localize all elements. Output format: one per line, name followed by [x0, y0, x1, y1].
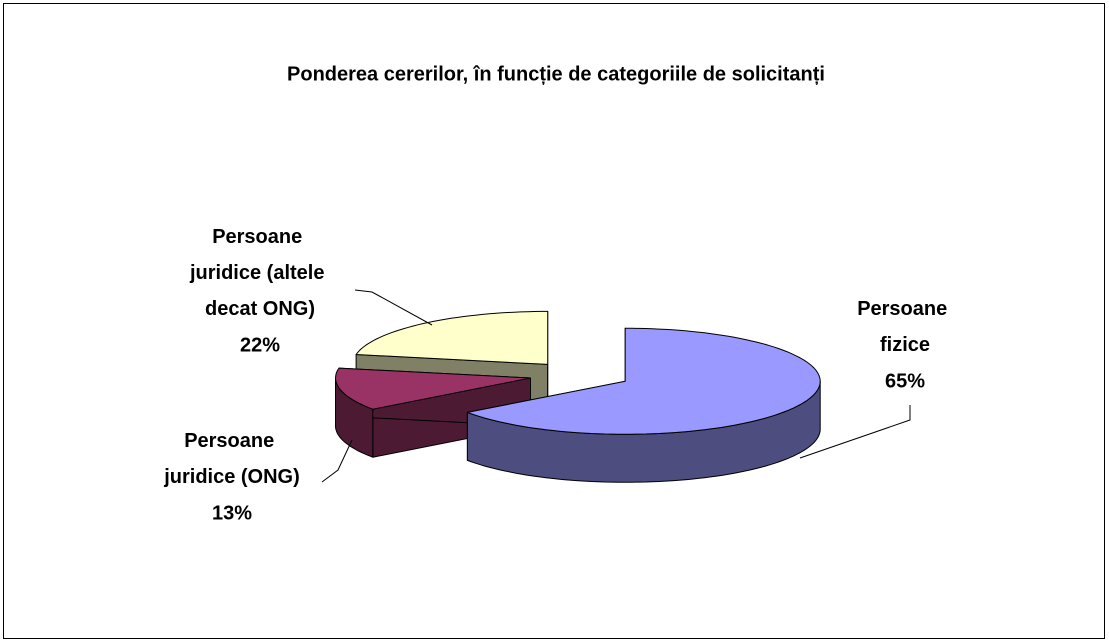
value-label: 22%: [240, 334, 280, 356]
category-label-line: fizice: [880, 334, 930, 356]
category-label-line: Persoane: [212, 226, 308, 248]
category-label: Persoane juridice (altele decat ONG): [189, 226, 330, 320]
leader-line: [321, 439, 353, 483]
category-label-line: juridice (altele: [189, 262, 330, 284]
category-label: Persoane juridice (ONG): [163, 430, 300, 488]
slice: [335, 367, 531, 410]
leader-line: [799, 405, 911, 459]
category-label: Persoane fizice: [857, 298, 953, 356]
category-label-line: Persoane: [184, 430, 280, 452]
pie-tops: [335, 310, 821, 435]
slice: [466, 327, 821, 435]
category-label-line: juridice (ONG): [163, 466, 300, 488]
value-label: 13%: [212, 502, 252, 524]
slice: [355, 310, 549, 365]
chart-title: Ponderea cererilor, în funcție de catego…: [287, 63, 825, 85]
category-label-line: Persoane: [857, 298, 953, 320]
leader-line: [354, 289, 433, 326]
chart-frame: [3, 3, 1105, 639]
pie-labels: Persoane fizice 65% Persoane juridice (ONG…: [163, 226, 953, 524]
category-label-line: decat ONG): [205, 298, 315, 320]
value-label: 65%: [885, 370, 925, 392]
